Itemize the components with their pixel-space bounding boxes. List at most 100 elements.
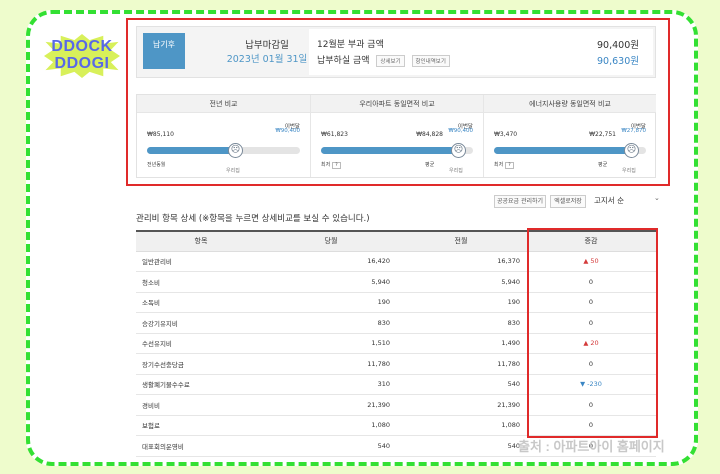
- table-row[interactable]: 승강기유지비 830 830 0: [136, 312, 656, 334]
- cell-previous: 21,390: [396, 394, 526, 416]
- comparison-bar-fill: [321, 147, 458, 154]
- billed-row: 12월분 부과 금액 90,400원: [317, 37, 645, 53]
- change-value: 0: [588, 298, 594, 307]
- foot-right: 우리집: [449, 168, 463, 174]
- cell-item[interactable]: 경비비: [136, 394, 266, 416]
- cell-change: ▲ 20: [526, 333, 656, 354]
- highlight-box-change: [527, 228, 658, 438]
- left-value: ₩3,470: [494, 131, 518, 138]
- comparison-col: 우리아파트 동일면적 비교 이번달 ₩90,400 ₩61,823 ₩84,828 ☹ 최저…: [310, 95, 483, 177]
- help-icon[interactable]: ?: [505, 162, 514, 169]
- table-row[interactable]: 장기수선충당금 11,780 11,780 0: [136, 353, 656, 375]
- comparison-title: 전년 비교: [137, 95, 310, 113]
- foot-mid: 평균: [425, 162, 435, 168]
- table-row[interactable]: 보험료 1,080 1,080 0: [136, 415, 656, 436]
- billed-label: 12월분 부과 금액: [317, 40, 384, 50]
- help-icon[interactable]: ?: [332, 162, 341, 169]
- left-value: ₩85,110: [147, 131, 174, 138]
- cell-current: 11,780: [266, 353, 396, 375]
- cell-previous: 190: [396, 292, 526, 313]
- cell-item[interactable]: 생활폐기물수수료: [136, 374, 266, 395]
- cell-item[interactable]: 일반관리비: [136, 251, 266, 272]
- cell-current: 5,940: [266, 271, 396, 293]
- cell-current: 190: [266, 292, 396, 313]
- cost-management-button[interactable]: 공공요금 관리하기: [494, 195, 546, 208]
- cell-item[interactable]: 청소비: [136, 271, 266, 293]
- cell-current: 830: [266, 312, 396, 334]
- billed-amount: 90,400원: [597, 40, 639, 51]
- payable-row: 납부하실 금액 상세보기 항인내역보기 90,630원: [317, 53, 645, 69]
- comparison-bar: [147, 147, 300, 154]
- badge-text: DDOCK DDOGI: [40, 38, 124, 72]
- comparison-panel: 전년 비교 이번달 ₩90,400 ₩85,110 ☹ 전년동월 우리집 우리아파트 동일면적…: [136, 94, 656, 178]
- history-button[interactable]: 항인내역보기: [411, 54, 450, 67]
- month-value: ₩90,400: [275, 128, 300, 134]
- header-previous: 전월: [396, 230, 526, 252]
- cell-change: 0: [526, 435, 656, 457]
- change-value: 0: [588, 400, 594, 409]
- table-row[interactable]: 일반관리비 16,420 16,370 ▲ 50: [136, 251, 656, 272]
- change-value: 20: [590, 339, 599, 348]
- cell-change: 0: [526, 292, 656, 313]
- payable-label: 납부하실 금액: [317, 56, 370, 66]
- month-label: 이번달: [457, 124, 473, 130]
- cell-change: 0: [526, 353, 656, 375]
- table-row[interactable]: 청소비 5,940 5,940 0: [136, 271, 656, 293]
- sort-select[interactable]: 고지서 순 ⌄: [594, 194, 664, 206]
- ddockddogi-badge: DDOCK DDOGI: [40, 34, 124, 78]
- due-date-value: 2023년 01월 31일: [226, 54, 308, 65]
- comparison-bar: [494, 147, 646, 154]
- table-row[interactable]: 경비비 21,390 21,390 0: [136, 394, 656, 416]
- sort-value: 고지서 순: [594, 196, 624, 205]
- table-row[interactable]: 대표회의운영비 540 540 0: [136, 435, 656, 457]
- change-value: 0: [588, 441, 594, 450]
- source-caption: 출처 : 아파트아이 홈페이지: [518, 439, 665, 454]
- comparison-col: 전년 비교 이번달 ₩90,400 ₩85,110 ☹ 전년동월 우리집: [137, 95, 310, 177]
- up-arrow-icon: ▲: [583, 339, 591, 348]
- cell-change: 0: [526, 394, 656, 416]
- cell-previous: 1,080: [396, 415, 526, 436]
- foot-mid: 평균: [598, 162, 608, 168]
- detail-button[interactable]: 상세보기: [376, 54, 405, 67]
- header-current: 당월: [266, 230, 396, 252]
- cell-current: 1,510: [266, 333, 396, 354]
- cell-change: ▼ -230: [526, 374, 656, 395]
- chevron-down-icon: ⌄: [654, 194, 660, 202]
- cell-item[interactable]: 장기수선충당금: [136, 353, 266, 375]
- foot-left: 최저?: [494, 161, 514, 169]
- cell-item[interactable]: 소독비: [136, 292, 266, 313]
- cell-current: 16,420: [266, 251, 396, 272]
- month-label: 이번달: [284, 124, 300, 130]
- cell-change: 0: [526, 312, 656, 334]
- change-value: -230: [587, 380, 602, 389]
- cell-current: 21,390: [266, 394, 396, 416]
- excel-save-button[interactable]: 엑셀로저장: [550, 195, 586, 208]
- cell-item[interactable]: 대표회의운영비: [136, 435, 266, 457]
- cell-change: 0: [526, 415, 656, 436]
- fee-table: 항목 당월 전월 증감 일반관리비 16,420 16,370 ▲ 50 청소비 5,94…: [136, 230, 656, 457]
- month-value: ₩27,870: [621, 128, 646, 134]
- badge-line2: DDOGI: [54, 55, 110, 72]
- table-header-row: 항목 당월 전월 증감: [136, 230, 656, 252]
- fee-box: 12월분 부과 금액 90,400원 납부하실 금액 상세보기 항인내역보기 9…: [309, 29, 653, 75]
- highlight-box-summary: [126, 18, 670, 186]
- cell-previous: 16,370: [396, 251, 526, 272]
- table-row[interactable]: 생활폐기물수수료 310 540 ▼ -230: [136, 374, 656, 395]
- cell-change: 0: [526, 271, 656, 293]
- right-value: ₩22,751: [589, 131, 616, 138]
- table-row[interactable]: 수선유지비 1,510 1,490 ▲ 20: [136, 333, 656, 354]
- cell-item[interactable]: 수선유지비: [136, 333, 266, 354]
- header-change: 증감: [526, 230, 656, 252]
- section-title: 관리비 항목 상세 (※항목을 누르면 상세비교를 보실 수 있습니다.): [136, 214, 370, 224]
- foot-left: 전년동월: [147, 162, 166, 168]
- comparison-title: 우리아파트 동일면적 비교: [311, 95, 483, 113]
- left-value: ₩61,823: [321, 131, 348, 138]
- change-value: 0: [588, 318, 594, 327]
- cell-current: 310: [266, 374, 396, 395]
- cell-previous: 11,780: [396, 353, 526, 375]
- table-row[interactable]: 소독비 190 190 0: [136, 292, 656, 313]
- comparison-col: 에너지사용량 동일면적 비교 이번달 ₩27,870 ₩3,470 ₩22,751 ☹ 최저…: [483, 95, 656, 177]
- cell-item[interactable]: 승강기유지비: [136, 312, 266, 334]
- cell-item[interactable]: 보험료: [136, 415, 266, 436]
- right-value: ₩84,828: [416, 131, 443, 138]
